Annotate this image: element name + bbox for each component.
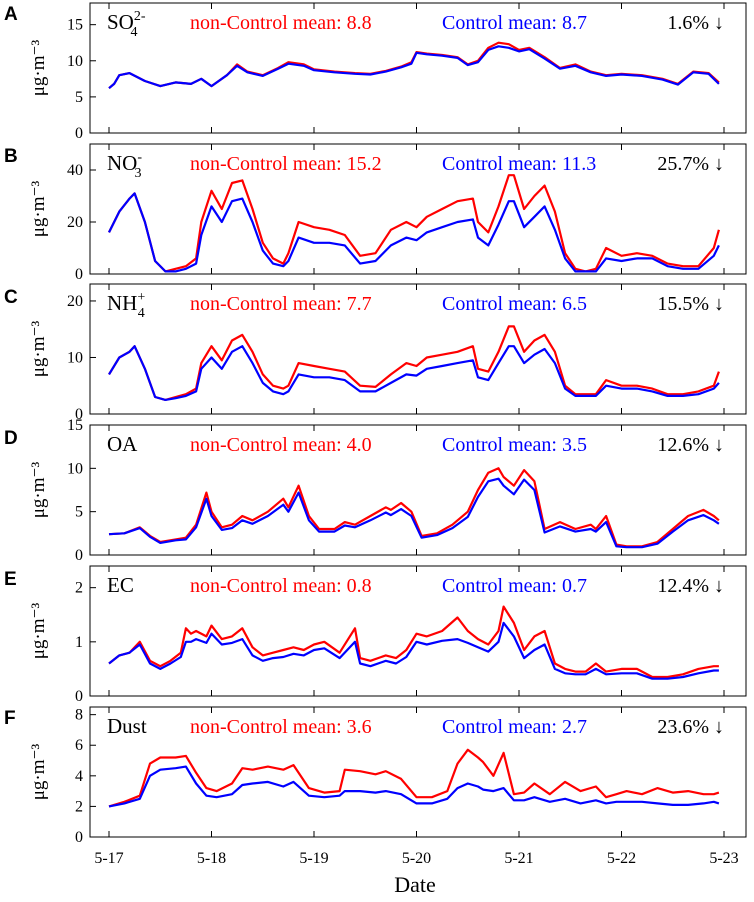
plot-frame — [89, 2, 747, 134]
x-tick-label: 5-22 — [607, 850, 636, 867]
species-subscript: 4 — [131, 25, 138, 40]
control-mean-label: Control mean: 8.7 — [442, 12, 587, 34]
species-label: OA — [107, 432, 138, 456]
reduction-label: 1.6% ↓ — [667, 12, 724, 34]
panel-c: C 0 10 20 μg·m⁻³ NH+ 4 non-Control mean: 7.7 Con… — [4, 283, 747, 423]
reduction-label: 23.6% ↓ — [657, 716, 724, 738]
panel-label: A — [4, 4, 18, 25]
x-tick-label: 5-23 — [709, 850, 738, 867]
plot-frame — [89, 143, 747, 275]
non-control-mean-label: non-Control mean: 0.8 — [190, 575, 372, 597]
panel-label: D — [4, 428, 18, 449]
species-label: NO-3 — [107, 150, 142, 181]
y-tick-label: 2 — [75, 580, 83, 597]
panel-d: D 0 5 10 15 μg·m⁻³ OA non-Control mean: 4.0 Cont… — [4, 417, 747, 564]
control-series-line — [108, 765, 720, 808]
non-control-mean-label: non-Control mean: 15.2 — [190, 153, 382, 175]
non-control-series-line — [108, 748, 720, 808]
y-tick-label: 15 — [67, 17, 83, 34]
y-tick-label: 0 — [75, 688, 83, 705]
control-series-line — [108, 45, 720, 90]
y-tick-label: 10 — [67, 460, 83, 477]
species-subscript: 3 — [135, 166, 142, 181]
x-axis-label: Date — [394, 872, 436, 897]
species-label: Dust — [107, 714, 147, 738]
y-axis-label: μg·m⁻³ — [28, 461, 49, 518]
y-tick-label: 20 — [67, 214, 83, 231]
y-tick-label: 4 — [75, 768, 83, 785]
y-axis-label: μg·m⁻³ — [28, 39, 49, 96]
y-tick-label: 0 — [75, 266, 83, 283]
x-tick-label: 5-19 — [299, 850, 328, 867]
species-label: NH+ 4 — [107, 290, 145, 321]
panel-f: F 0 2 4 6 8 μg·m⁻³ Dust non-Control mean: 3.6 Con… — [4, 706, 747, 846]
species-label: SO2-4 — [107, 9, 146, 40]
x-tick-label: 5-17 — [94, 850, 123, 867]
y-tick-label: 2 — [75, 798, 83, 815]
y-tick-label: 1 — [75, 634, 83, 651]
species-superscript: + — [137, 290, 145, 305]
panel-label: F — [4, 708, 16, 729]
plot-frame — [89, 283, 747, 415]
y-tick-label: 5 — [75, 89, 83, 106]
control-mean-label: Control mean: 3.5 — [442, 434, 587, 456]
non-control-series-line — [108, 467, 720, 548]
reduction-label: 12.6% ↓ — [657, 434, 724, 456]
y-tick-label: 0 — [75, 829, 83, 846]
panel-label: C — [4, 287, 18, 308]
reduction-label: 12.4% ↓ — [657, 575, 724, 597]
y-tick-label: 0 — [75, 125, 83, 142]
control-series-line — [108, 477, 720, 549]
x-tick-label: 5-18 — [197, 850, 226, 867]
species-subscript: 4 — [138, 306, 145, 321]
control-mean-label: Control mean: 6.5 — [442, 293, 587, 315]
y-tick-label: 15 — [67, 417, 83, 434]
species-superscript: 2- — [134, 9, 146, 24]
control-series-line — [108, 192, 720, 273]
non-control-mean-label: non-Control mean: 8.8 — [190, 12, 372, 34]
y-axis-label: μg·m⁻³ — [28, 320, 49, 377]
panel-b: B 0 20 40 μg·m⁻³ NO-3 non-Control mean: 15.2 Co… — [4, 143, 747, 283]
non-control-mean-label: non-Control mean: 4.0 — [190, 434, 372, 456]
panel-label: E — [4, 569, 17, 590]
y-tick-label: 10 — [67, 53, 83, 70]
x-tick-label: 5-21 — [504, 850, 533, 867]
y-tick-label: 20 — [67, 293, 83, 310]
species-label: EC — [107, 573, 134, 597]
plot-frame — [89, 424, 747, 556]
plot-frame — [89, 565, 747, 697]
y-tick-label: 5 — [75, 504, 83, 521]
panel-label: B — [4, 146, 18, 167]
y-tick-label: 0 — [75, 406, 83, 423]
species-superscript: - — [137, 150, 142, 165]
control-series-line — [108, 345, 720, 401]
y-axis-label: μg·m⁻³ — [28, 180, 49, 237]
panel-a: A 0 5 10 15 μg·m⁻³ SO2-4 non-Control mean: 8.8 C… — [4, 2, 747, 142]
plot-frame — [89, 706, 747, 838]
control-mean-label: Control mean: 2.7 — [442, 716, 587, 738]
y-axis-label: μg·m⁻³ — [28, 602, 49, 659]
y-tick-label: 10 — [67, 349, 83, 366]
y-axis-label: μg·m⁻³ — [28, 743, 49, 800]
control-mean-label: Control mean: 11.3 — [442, 153, 596, 175]
non-control-mean-label: non-Control mean: 7.7 — [190, 293, 372, 315]
reduction-label: 15.5% ↓ — [657, 293, 724, 315]
y-tick-label: 40 — [67, 162, 83, 179]
non-control-series-line — [108, 174, 720, 273]
panel-e: E 0 1 2 μg·m⁻³ EC non-Control mean: 0.8 Control… — [4, 565, 747, 705]
reduction-label: 25.7% ↓ — [657, 153, 724, 175]
y-tick-label: 0 — [75, 547, 83, 564]
y-tick-label: 8 — [75, 707, 83, 724]
non-control-series-line — [108, 41, 720, 90]
non-control-mean-label: non-Control mean: 3.6 — [190, 716, 372, 738]
control-mean-label: Control mean: 0.7 — [442, 575, 587, 597]
control-series-line — [108, 621, 719, 680]
y-tick-label: 6 — [75, 737, 83, 754]
x-tick-label: 5-20 — [402, 850, 431, 867]
non-control-series-line — [108, 605, 719, 679]
